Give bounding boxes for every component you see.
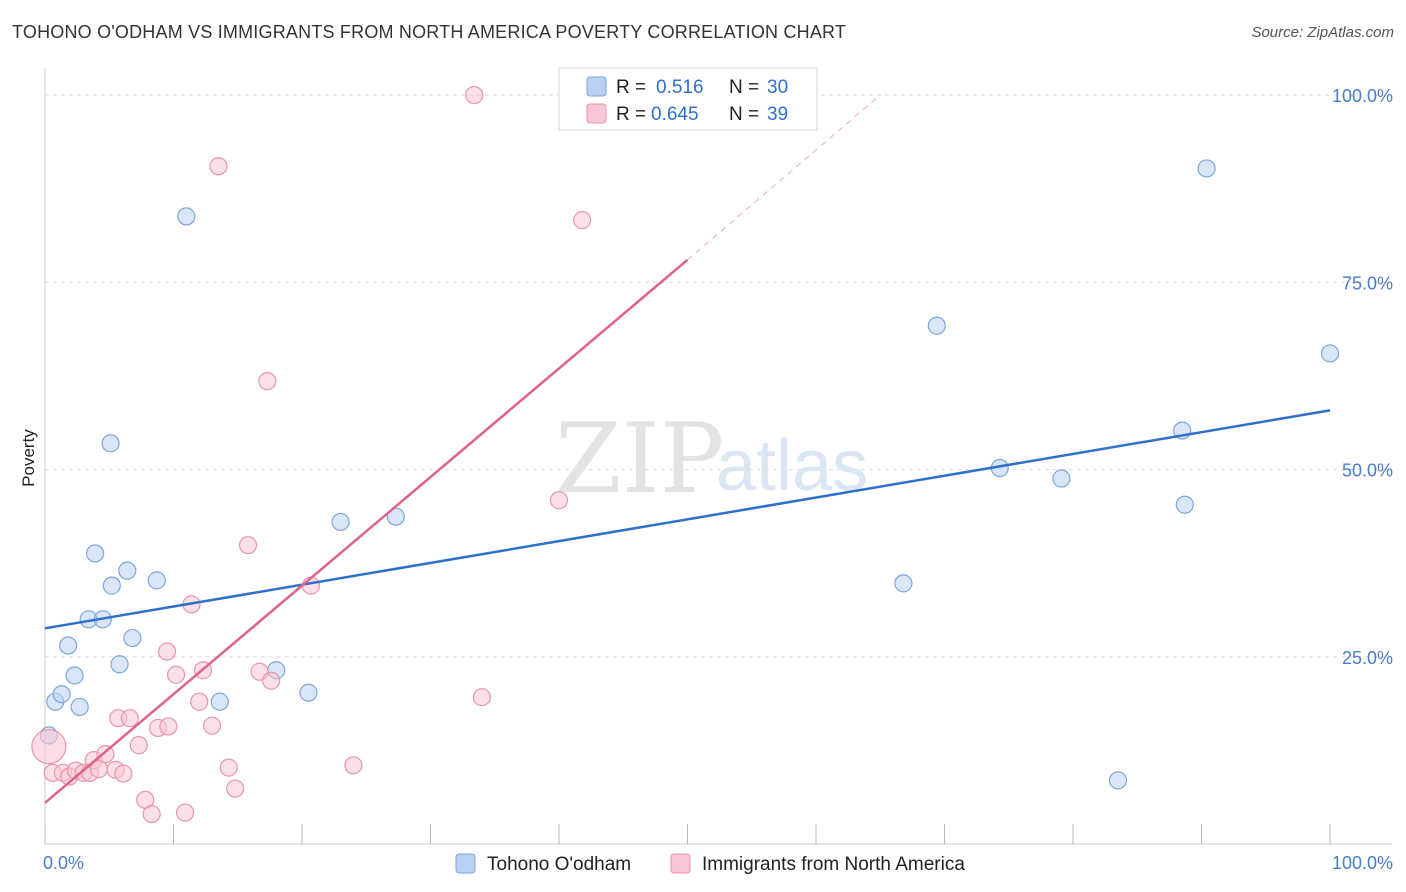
source-label: Source: ZipAtlas.com xyxy=(1251,24,1394,41)
stats-n-value-pink: 39 xyxy=(767,104,788,125)
stats-swatch-blue xyxy=(586,76,607,97)
trend-lines xyxy=(44,94,1331,804)
gridlines xyxy=(45,94,1392,658)
immigrants-point-12 xyxy=(114,764,133,783)
stats-n-label-blue: N = xyxy=(729,77,759,98)
immigrants-point-19 xyxy=(157,642,177,661)
tohono-point-13 xyxy=(123,628,142,648)
immigrants-point-16 xyxy=(142,804,161,824)
immigrants-point-33 xyxy=(301,576,321,595)
watermark: ZIP atlas xyxy=(555,403,868,515)
tohono-point-18 xyxy=(299,683,318,702)
tohono-point-5 xyxy=(70,697,89,717)
tohono-point-25 xyxy=(1108,771,1128,790)
stats-r-value-pink: 0.645 xyxy=(651,104,699,125)
tohono-point-11 xyxy=(110,655,129,674)
immigrants-point-18 xyxy=(159,717,178,736)
tohono-point-19 xyxy=(331,512,350,532)
immigrants-point-21 xyxy=(175,803,195,822)
immigrants-point-13 xyxy=(120,709,139,728)
immigrants-point-35 xyxy=(465,85,484,105)
series-immigrants-points xyxy=(31,85,592,824)
chart-title: TOHONO O'ODHAM VS IMMIGRANTS FROM NORTH … xyxy=(12,22,847,42)
immigrants-point-27 xyxy=(219,758,238,777)
tohono-point-4 xyxy=(65,666,84,685)
immigrants-point-38 xyxy=(573,211,592,230)
trend-line-tohono xyxy=(44,409,1331,630)
tohono-point-28 xyxy=(1197,159,1216,178)
y-tick-label-50: 50.0% xyxy=(1342,461,1393,481)
stats-n-label-pink: N = xyxy=(729,104,759,125)
tohono-point-3 xyxy=(59,636,78,655)
watermark-zip: ZIP xyxy=(555,403,724,515)
stats-n-value-blue: 30 xyxy=(767,77,788,98)
legend-swatch-immigrants xyxy=(670,853,691,874)
stats-r-value-blue: 0.516 xyxy=(656,77,704,98)
tick-labels: 25.0% 50.0% 75.0% 100.0% 0.0% 100.0% xyxy=(43,86,1393,873)
axes xyxy=(44,68,1392,845)
immigrants-point-28 xyxy=(226,779,245,798)
tohono-point-29 xyxy=(1320,344,1340,363)
immigrants-point-31 xyxy=(258,372,277,391)
tohono-point-27 xyxy=(1175,495,1194,514)
watermark-atlas: atlas xyxy=(716,426,868,506)
immigrants-point-20 xyxy=(166,665,186,684)
stats-r-label-pink: R = xyxy=(616,104,646,125)
immigrants-point-36 xyxy=(472,688,491,707)
tohono-point-15 xyxy=(177,207,196,226)
legend-swatch-tohono xyxy=(455,853,476,874)
tohono-point-20 xyxy=(386,507,405,526)
immigrants-point-9 xyxy=(96,745,115,764)
immigrants-point-34 xyxy=(344,756,363,775)
stats-r-label-blue: R = xyxy=(616,77,646,98)
immigrants-point-26 xyxy=(209,157,228,176)
trend-line-immigrants xyxy=(44,258,689,804)
tohono-point-7 xyxy=(86,544,105,563)
immigrants-point-29 xyxy=(238,536,258,555)
legend-label-immigrants: Immigrants from North America xyxy=(702,854,965,875)
series-tohono-points xyxy=(39,159,1340,790)
y-tick-label-25: 25.0% xyxy=(1342,648,1393,668)
immigrants-point-0 xyxy=(31,729,67,765)
y-axis-label: Poverty xyxy=(19,429,38,487)
y-tick-label-75: 75.0% xyxy=(1342,273,1393,293)
series-legend: Tohono O'odham Immigrants from North Ame… xyxy=(455,853,965,875)
tohono-point-2 xyxy=(52,685,71,704)
y-tick-label-100: 100.0% xyxy=(1332,86,1393,106)
x-tick-label-max: 100.0% xyxy=(1332,853,1393,873)
stats-legend: R = 0.516 N = 30 R = 0.645 N = 39 xyxy=(558,67,818,131)
tohono-point-14 xyxy=(147,571,166,590)
immigrants-point-23 xyxy=(190,692,209,711)
legend-label-tohono: Tohono O'odham xyxy=(487,854,631,875)
tohono-point-22 xyxy=(927,316,946,335)
stats-swatch-pink xyxy=(586,103,607,124)
tohono-point-9 xyxy=(102,576,121,595)
tohono-point-12 xyxy=(118,561,137,580)
tohono-point-21 xyxy=(894,574,913,593)
immigrants-point-37 xyxy=(549,491,569,510)
immigrants-point-32 xyxy=(262,671,281,690)
tohono-point-10 xyxy=(101,434,120,453)
tohono-point-24 xyxy=(1052,469,1071,488)
x-tick-label-min: 0.0% xyxy=(43,853,84,873)
immigrants-point-25 xyxy=(202,716,222,735)
trend-line-immigrants-extension xyxy=(687,94,881,261)
immigrants-point-14 xyxy=(129,736,148,755)
tohono-point-16 xyxy=(210,692,229,711)
